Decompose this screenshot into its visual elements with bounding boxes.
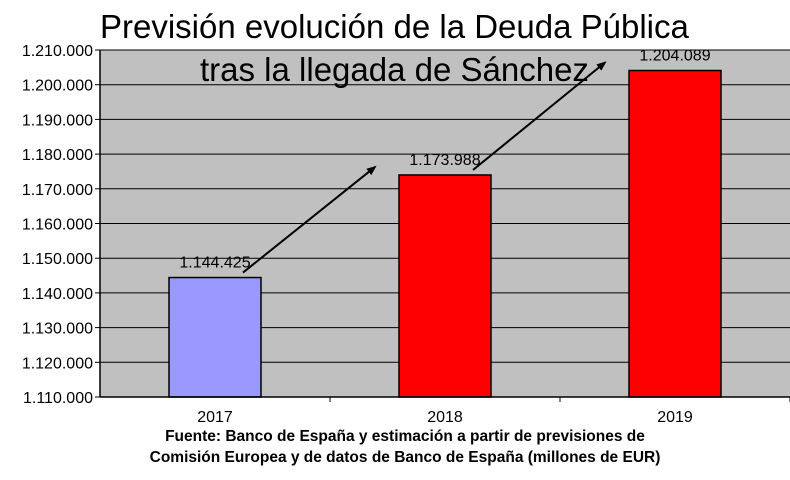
x-tick-label-2018: 2018 xyxy=(427,409,463,426)
x-tick-label-2017: 2017 xyxy=(197,409,233,426)
y-tick-label: 1.110.000 xyxy=(23,390,93,407)
chart-subtitle: tras la llegada de Sánchez xyxy=(200,51,589,88)
y-tick-label: 1.150.000 xyxy=(22,251,93,268)
y-tick-label: 1.190.000 xyxy=(22,112,93,129)
source-note-line-2: Comisión Europea y de datos de Banco de … xyxy=(149,449,661,466)
trend-arrow xyxy=(472,61,607,171)
y-tick-label: 1.180.000 xyxy=(22,147,93,164)
source-note-line-1: Fuente: Banco de España y estimación a p… xyxy=(165,428,645,445)
y-tick-label: 1.170.000 xyxy=(22,182,93,199)
y-tick-label: 1.210.000 xyxy=(22,43,93,60)
value-label-2019: 1.204.089 xyxy=(639,48,710,65)
chart-title: Previsión evolución de la Deuda Pública xyxy=(100,8,689,45)
bars xyxy=(168,69,722,398)
value-label-2017: 1.144.425 xyxy=(179,255,250,272)
x-tick-label-2019: 2019 xyxy=(657,409,693,426)
y-tick-label: 1.120.000 xyxy=(22,355,93,372)
bar-2018 xyxy=(398,174,492,398)
x-axis-ticks: 2017 2018 2019 xyxy=(197,397,790,426)
value-label-2018: 1.173.988 xyxy=(409,152,480,169)
y-axis-ticks: 1.110.000 1.120.000 1.130.000 1.140.000 1.15… xyxy=(22,43,100,407)
bar-2019 xyxy=(628,69,722,398)
y-tick-label: 1.160.000 xyxy=(22,217,93,234)
y-tick-label: 1.200.000 xyxy=(22,78,93,95)
bar-2017 xyxy=(168,276,262,398)
value-labels: 1.144.425 1.173.988 1.204.089 xyxy=(179,48,710,272)
y-tick-label: 1.130.000 xyxy=(22,321,93,338)
trend-arrow xyxy=(242,165,377,274)
y-tick-label: 1.140.000 xyxy=(22,286,93,303)
trend-arrows xyxy=(242,61,607,274)
